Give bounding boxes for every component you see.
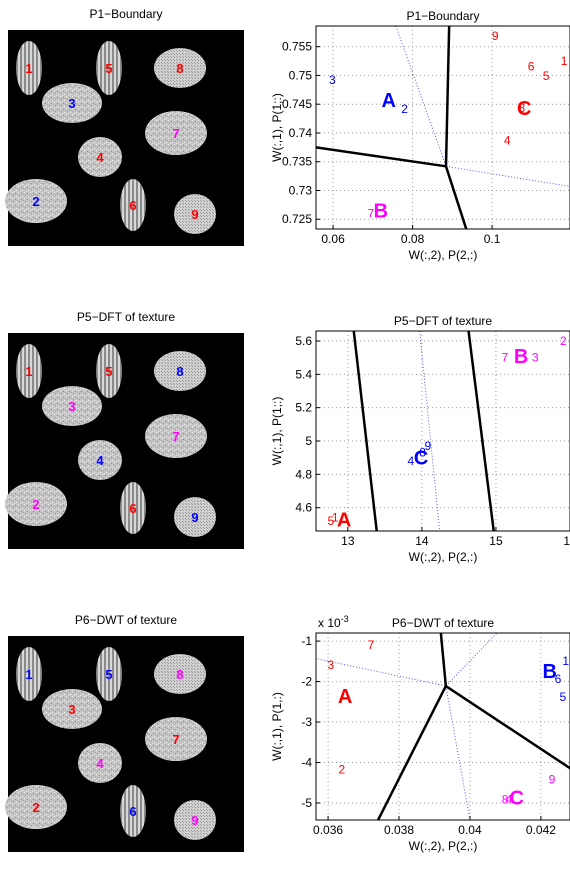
region-label: 9 <box>191 207 198 222</box>
y-tick-label: 0.725 <box>282 212 312 226</box>
point-label: 5 <box>543 69 550 83</box>
point-label: 1 <box>561 54 568 68</box>
region-label: 8 <box>176 364 183 379</box>
region-label: 3 <box>68 399 75 414</box>
y-axis-label: W(:,1), P(1,:) <box>270 692 284 761</box>
point-label: 6 <box>528 59 535 73</box>
x-tick-label: 0.04 <box>458 823 482 837</box>
y-tick-label: -2 <box>301 675 312 689</box>
region-label: 9 <box>191 813 198 828</box>
region-label: 6 <box>129 198 136 213</box>
class-label: C <box>510 787 524 809</box>
region-label: 2 <box>32 800 39 815</box>
x-tick-label: 0.08 <box>401 232 425 246</box>
panel-title: P1−Boundary <box>89 7 162 21</box>
y-axis-label: W(:,1), P(1;:) <box>270 397 284 466</box>
region-label: 4 <box>96 453 104 468</box>
y-tick-label: 0.745 <box>282 97 312 111</box>
region-label: 1 <box>25 667 32 682</box>
x-tick-label: 0.1 <box>484 232 501 246</box>
y-tick-label: 4.6 <box>295 501 312 515</box>
region-label: 8 <box>176 667 183 682</box>
class-label: B <box>374 201 388 223</box>
point-label: 4 <box>504 133 511 147</box>
y-exponent-base: x 10 <box>318 616 341 630</box>
region-label: 7 <box>172 732 179 747</box>
region-label: 5 <box>105 667 112 682</box>
chart-title: P5−DFT of texture <box>394 314 492 328</box>
region-label: 2 <box>32 194 39 209</box>
point-label: 9 <box>492 29 499 43</box>
x-axis-label: W(:,2), P(2,:) <box>409 839 478 853</box>
y-tick-label: 5 <box>305 434 312 448</box>
point-label: 5 <box>560 690 567 704</box>
x-axis-label: W(:,2), P(2,:) <box>409 550 478 564</box>
y-tick-label: 0.735 <box>282 155 312 169</box>
y-tick-label: -1 <box>301 634 312 648</box>
region-label: 5 <box>105 61 112 76</box>
point-label: 7 <box>501 351 508 365</box>
y-tick-label: 0.74 <box>289 126 313 140</box>
y-exponent: x 10-3 <box>318 614 349 630</box>
page: P1−Boundary158374269P5−DFT of texture158… <box>0 0 570 883</box>
panel-title: P5−DFT of texture <box>77 310 175 324</box>
x-tick-label: 0.038 <box>384 823 414 837</box>
class-label: B <box>514 346 528 368</box>
class-label: A <box>337 509 351 531</box>
region-label: 4 <box>96 150 104 165</box>
y-tick-label: 5.4 <box>295 367 312 381</box>
class-label: A <box>382 90 396 112</box>
class-label: C <box>517 98 531 120</box>
region-label: 7 <box>172 429 179 444</box>
point-label: 3 <box>328 658 335 672</box>
point-label: 9 <box>549 773 556 787</box>
point-label: 1 <box>562 654 569 668</box>
point-label: 3 <box>329 73 336 87</box>
y-tick-label: -4 <box>301 756 312 770</box>
region-label: 2 <box>32 497 39 512</box>
y-tick-label: -3 <box>301 715 312 729</box>
point-label: 2 <box>401 102 408 116</box>
y-tick-label: -5 <box>301 796 312 810</box>
panel-title: P6−DWT of texture <box>75 613 177 627</box>
class-label: A <box>338 686 352 708</box>
point-label: 2 <box>560 334 567 348</box>
point-label: 3 <box>532 351 539 365</box>
region-label: 7 <box>172 126 179 141</box>
x-axis-label: W(:,2), P(2,:) <box>409 248 478 262</box>
class-label: B <box>543 661 557 683</box>
y-tick-label: 0.75 <box>289 68 313 82</box>
region-label: 6 <box>129 804 136 819</box>
x-tick-label: 16 <box>563 534 570 548</box>
y-tick-label: 0.73 <box>289 183 313 197</box>
point-label: 2 <box>339 762 346 776</box>
point-label: 7 <box>368 638 375 652</box>
region-label: 1 <box>25 61 32 76</box>
region-label: 3 <box>68 96 75 111</box>
region-label: 1 <box>25 364 32 379</box>
region-label: 3 <box>68 702 75 717</box>
region-label: 5 <box>105 364 112 379</box>
chart-title: P1−Boundary <box>406 9 479 23</box>
x-tick-label: 0.06 <box>321 232 345 246</box>
region-label: 6 <box>129 501 136 516</box>
x-tick-label: 0.036 <box>313 823 343 837</box>
region-label: 8 <box>176 61 183 76</box>
y-axis-label: W(:,1), P(1;:) <box>270 93 284 162</box>
plot-area <box>316 26 570 229</box>
x-tick-label: 15 <box>489 534 503 548</box>
y-tick-label: 4.8 <box>295 467 312 481</box>
region-label: 4 <box>96 756 104 771</box>
region-label: 9 <box>191 510 198 525</box>
x-tick-label: 14 <box>415 534 429 548</box>
y-tick-label: 5.2 <box>295 401 312 415</box>
class-label: C <box>414 448 428 470</box>
figure: P1−Boundary158374269P5−DFT of texture158… <box>0 0 570 883</box>
y-exponent-power: -3 <box>341 614 349 624</box>
x-tick-label: 0.042 <box>526 823 556 837</box>
y-tick-label: 5.6 <box>295 334 312 348</box>
y-tick-label: 0.755 <box>282 40 312 54</box>
chart-title: P6−DWT of texture <box>392 616 494 630</box>
x-tick-label: 13 <box>341 534 355 548</box>
